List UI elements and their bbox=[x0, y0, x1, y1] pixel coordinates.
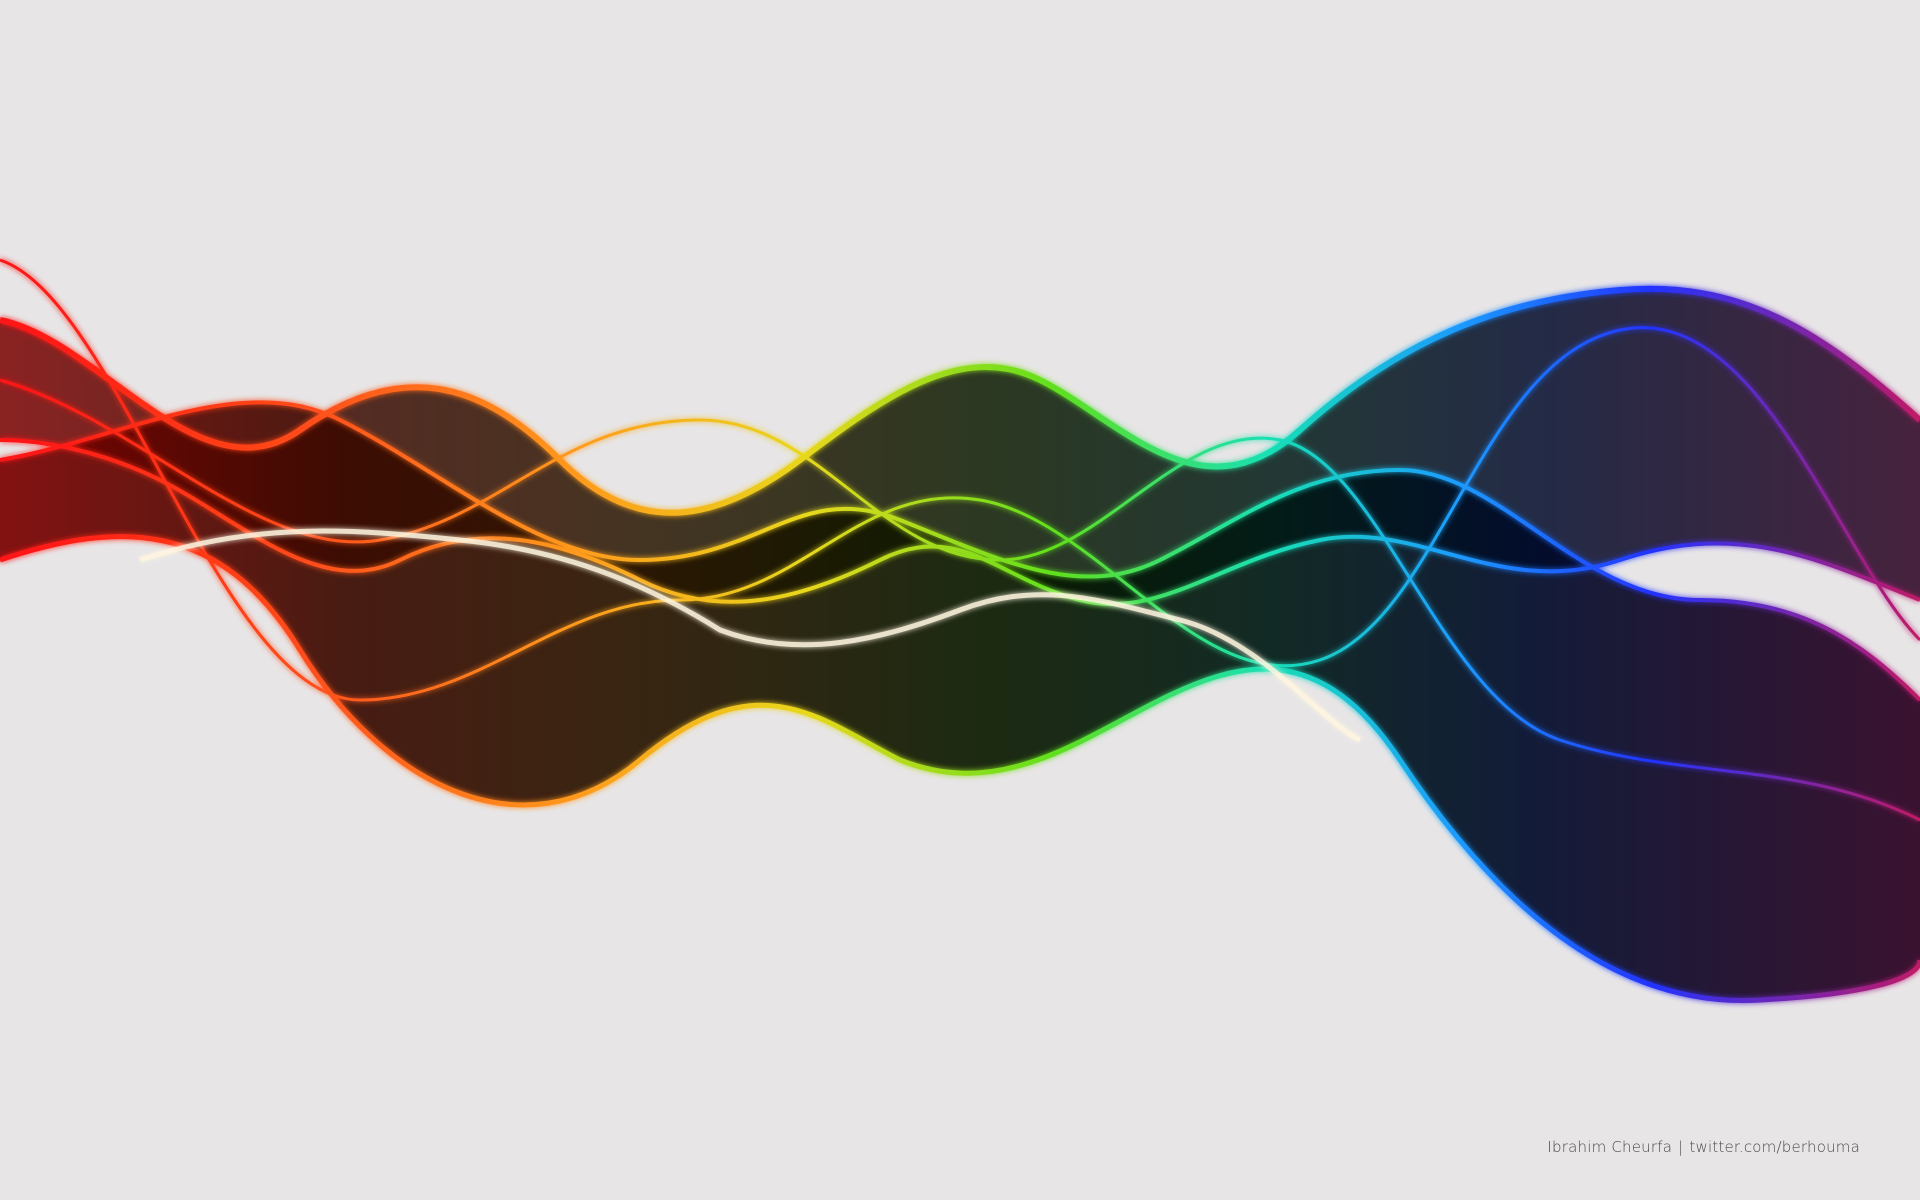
ribbon-edge-6 bbox=[0, 258, 1920, 702]
ribbon-edge-4 bbox=[0, 438, 1920, 606]
credit-separator: | bbox=[1678, 1138, 1684, 1156]
author-credit: Ibrahim Cheurfa | twitter.com/berhouma bbox=[1547, 1138, 1860, 1156]
ribbon-edge-1 bbox=[0, 285, 1920, 516]
highlight-strand bbox=[139, 528, 1362, 743]
author-twitter-link[interactable]: twitter.com/berhouma bbox=[1689, 1138, 1860, 1156]
ribbon-body-upper bbox=[0, 288, 1920, 605]
ribbon-edge-5 bbox=[0, 378, 1920, 822]
ribbon-edge-2 bbox=[0, 534, 1920, 1004]
ribbon-edge-3 bbox=[0, 400, 1920, 702]
author-name: Ibrahim Cheurfa bbox=[1547, 1138, 1673, 1156]
